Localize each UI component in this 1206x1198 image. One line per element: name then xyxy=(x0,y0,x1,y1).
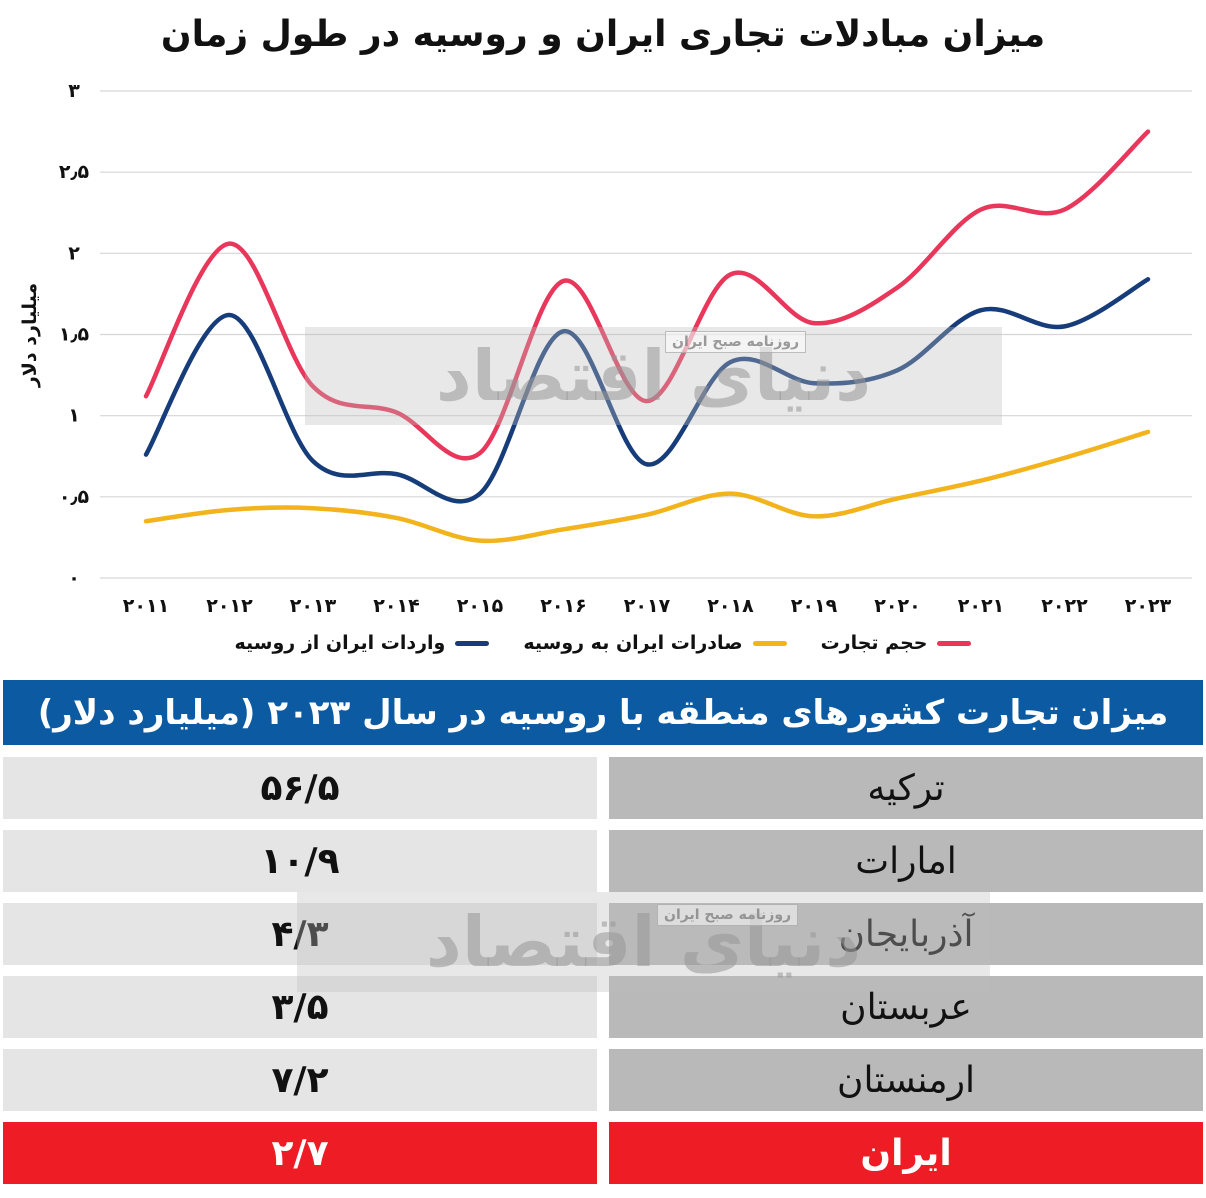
country-cell: ترکیه xyxy=(609,757,1203,819)
y-tick-label: ۳ xyxy=(68,80,80,102)
value-cell: ۷/۲ xyxy=(3,1049,597,1111)
table-row-highlight: ایران ۲/۷ xyxy=(3,1122,1203,1184)
x-tick-label: ۲۰۲۲ xyxy=(1041,595,1088,617)
series-line-exports xyxy=(143,429,1151,544)
legend-swatch-imports xyxy=(455,640,490,646)
legend-label-imports: واردات ایران از روسیه xyxy=(234,632,446,654)
legend-item-exports: صادرات ایران به روسیه xyxy=(523,632,787,654)
y-axis-label: میلیارد دلار xyxy=(19,283,41,388)
x-tick-label: ۲۰۲۱ xyxy=(958,595,1004,617)
legend-item-total: حجم تجارت xyxy=(821,632,972,654)
x-tick-label: ۲۰۱۱ xyxy=(123,595,169,617)
value-cell: ۴/۳ xyxy=(3,903,597,965)
x-tick-label: ۲۰۱۵ xyxy=(457,595,504,617)
chart-legend: حجم تجارت صادرات ایران به روسیه واردات ا… xyxy=(0,632,1206,654)
table-row: ارمنستان ۷/۲ xyxy=(3,1049,1203,1111)
legend-item-imports: واردات ایران از روسیه xyxy=(235,632,490,654)
x-tick-label: ۲۰۱۶ xyxy=(540,595,586,617)
y-tick-label: ۲٫۵ xyxy=(59,161,90,183)
country-cell: ارمنستان xyxy=(609,1049,1203,1111)
y-tick-label: ۲ xyxy=(68,242,80,264)
y-tick-label: ۰٫۵ xyxy=(59,486,90,508)
chart-title: میزان مبادلات تجاری ایران و روسیه در طول… xyxy=(160,14,1046,55)
value-cell: ۵۶/۵ xyxy=(3,757,597,819)
series-line-imports xyxy=(143,277,1151,504)
series-lines xyxy=(143,129,1151,544)
table-title: میزان تجارت کشورهای منطقه با روسیه در سا… xyxy=(3,680,1203,745)
x-tick-label: ۲۰۱۹ xyxy=(791,595,838,617)
x-tick-label: ۲۰۱۴ xyxy=(373,595,419,617)
legend-label-total: حجم تجارت xyxy=(820,632,928,654)
country-cell: ایران xyxy=(609,1122,1203,1184)
legend-label-exports: صادرات ایران به روسیه xyxy=(523,632,743,654)
line-chart: ۰۰٫۵۱۱٫۵۲۲٫۵۳ ۲۰۱۱ ۲۰۱۲ ۲۰۱۳ ۲۰۱۴ ۲۰۱۵ ۲۰۱۶ ۲۰… xyxy=(19,80,1192,617)
value-cell: ۱۰/۹ xyxy=(3,830,597,892)
y-tick-label: ۰ xyxy=(68,567,80,589)
country-cell: آذربایجان xyxy=(609,903,1203,965)
series-line-total xyxy=(143,129,1151,461)
value-cell: ۳/۵ xyxy=(3,976,597,1038)
country-cell: امارات xyxy=(609,830,1203,892)
x-tick-label: ۲۰۲۰ xyxy=(874,595,920,617)
x-tick-label: ۲۰۲۳ xyxy=(1125,595,1172,617)
x-tick-labels: ۲۰۱۱ ۲۰۱۲ ۲۰۱۳ ۲۰۱۴ ۲۰۱۵ ۲۰۱۶ ۲۰۱۷ ۲۰۱۸ ۲۰۱۹ ۲۰۲۰… xyxy=(123,595,1172,617)
y-tick-label: ۱٫۵ xyxy=(59,324,90,346)
x-tick-label: ۲۰۱۳ xyxy=(290,595,337,617)
table-row: عربستان ۳/۵ xyxy=(3,976,1203,1038)
value-cell: ۲/۷ xyxy=(3,1122,597,1184)
country-cell: عربستان xyxy=(609,976,1203,1038)
legend-swatch-total xyxy=(937,640,972,646)
x-tick-label: ۲۰۱۷ xyxy=(624,595,671,617)
legend-swatch-exports xyxy=(752,640,787,646)
y-tick-labels: ۰ ۰٫۵ ۱ ۱٫۵ ۲ ۲٫۵ ۳ xyxy=(59,80,90,589)
x-tick-label: ۲۰۱۲ xyxy=(206,595,253,617)
grid-layer xyxy=(100,90,1192,579)
table-row: امارات ۱۰/۹ xyxy=(3,830,1203,892)
table-row: ترکیه ۵۶/۵ xyxy=(3,757,1203,819)
y-tick-label: ۱ xyxy=(68,405,80,427)
table-row: آذربایجان ۴/۳ xyxy=(3,903,1203,965)
x-tick-label: ۲۰۱۸ xyxy=(707,595,754,617)
